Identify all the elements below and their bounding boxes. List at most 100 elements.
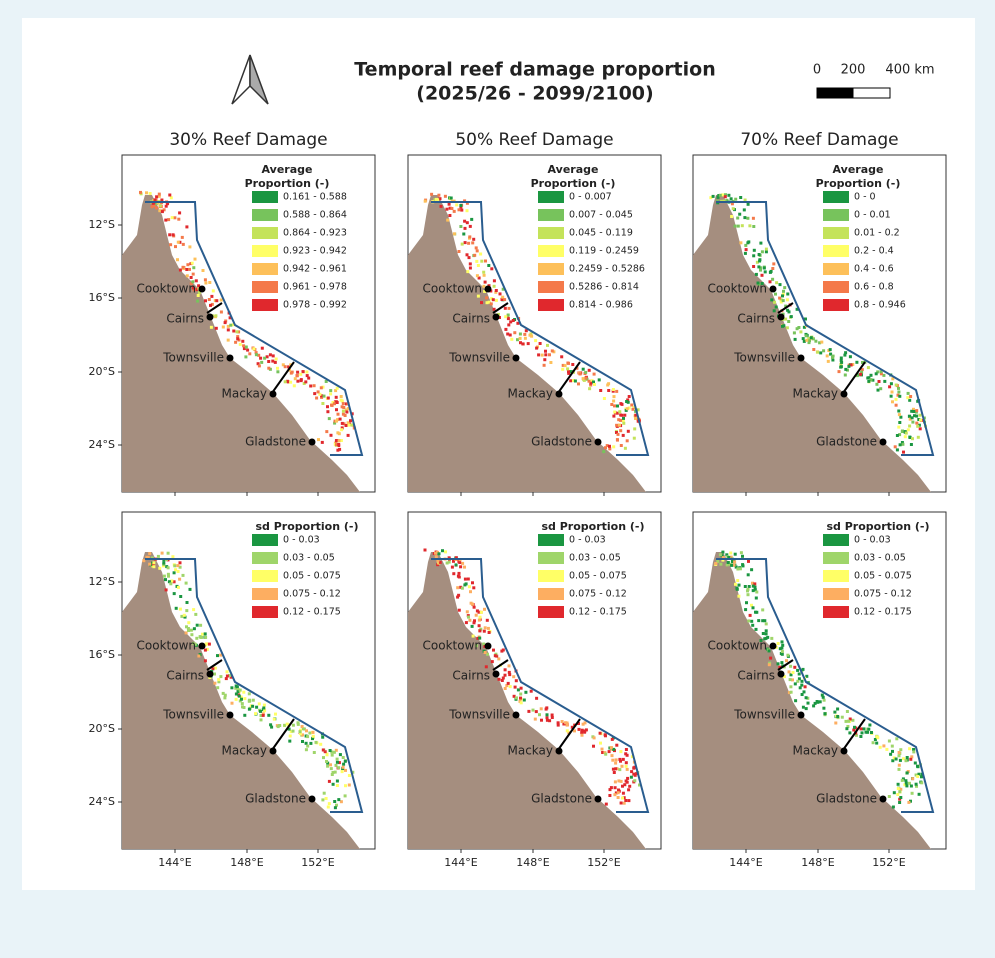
city-label: Mackay (508, 387, 554, 401)
reef (345, 411, 348, 414)
reef (340, 395, 343, 398)
reef (236, 337, 239, 340)
city-marker (199, 643, 206, 650)
reef (167, 552, 170, 555)
reef (348, 424, 351, 427)
reef (879, 387, 882, 390)
reef (585, 728, 588, 731)
legend-label: 0.007 - 0.045 (569, 210, 633, 221)
reef (342, 766, 345, 769)
reef (618, 410, 621, 413)
reef (178, 578, 181, 581)
reef (840, 361, 843, 364)
reef (899, 416, 902, 419)
reef (768, 649, 771, 652)
reef (765, 632, 768, 635)
reef (894, 445, 897, 448)
reef (613, 793, 616, 796)
reef (909, 395, 912, 398)
reef (582, 377, 585, 380)
reef (182, 243, 185, 246)
reef (910, 785, 913, 788)
reef (242, 691, 245, 694)
reef (342, 402, 345, 405)
reef (445, 208, 448, 211)
reef (305, 748, 308, 751)
reef (868, 724, 871, 727)
reef (524, 337, 527, 340)
reef (841, 716, 844, 719)
legend-swatch (538, 245, 564, 257)
reef (493, 285, 496, 288)
title-line: (2025/26 - 2099/2100) (416, 83, 653, 105)
reef (630, 770, 633, 773)
reef (593, 383, 596, 386)
reef (897, 426, 900, 429)
reef (333, 800, 336, 803)
reef (805, 339, 808, 342)
reef (473, 606, 476, 609)
reef (492, 649, 495, 652)
reef (273, 718, 276, 721)
reef (470, 218, 473, 221)
reef (588, 387, 591, 390)
reef (610, 746, 613, 749)
reef (745, 248, 748, 251)
legend-swatch (823, 263, 849, 275)
reef (599, 742, 602, 745)
reef (898, 768, 901, 771)
reef (861, 731, 864, 734)
legend-label: 0.942 - 0.961 (283, 264, 347, 275)
reef (758, 253, 761, 256)
reef (747, 203, 750, 206)
reef (622, 434, 625, 437)
reef (464, 227, 467, 230)
reef (816, 351, 819, 354)
city-marker (493, 314, 500, 321)
reef (342, 410, 345, 413)
reef (865, 731, 868, 734)
legend-title: Average (548, 163, 599, 176)
reef (781, 640, 784, 643)
reef (800, 684, 803, 687)
legend-swatch (823, 534, 849, 546)
reef (263, 709, 266, 712)
reef (908, 399, 911, 402)
reef (323, 395, 326, 398)
reef (161, 210, 164, 213)
scale-bar (817, 88, 853, 98)
reef (461, 243, 464, 246)
reef (458, 250, 461, 253)
reef (849, 355, 852, 358)
reef (248, 708, 251, 711)
city-label: Townsville (162, 708, 224, 722)
reef (336, 761, 339, 764)
reef (876, 736, 879, 739)
city-label: Cooktown (137, 282, 196, 296)
reef (564, 364, 567, 367)
reef (627, 799, 630, 802)
reef (737, 595, 740, 598)
city-marker (595, 439, 602, 446)
reef (782, 299, 785, 302)
reef (632, 766, 635, 769)
reef (462, 233, 465, 236)
legend-swatch (538, 263, 564, 275)
reef (863, 727, 866, 730)
reef (906, 396, 909, 399)
reef (530, 335, 533, 338)
reef (168, 194, 171, 197)
reef (254, 712, 257, 715)
reef (252, 699, 255, 702)
reef (765, 250, 768, 253)
reef (820, 341, 823, 344)
legend-label: 0.03 - 0.05 (283, 553, 335, 564)
reef (152, 565, 155, 568)
reef (208, 281, 211, 284)
reef (450, 207, 453, 210)
reef (898, 751, 901, 754)
reef (519, 693, 522, 696)
reef (238, 695, 241, 698)
reef (495, 299, 498, 302)
reef (790, 315, 793, 318)
